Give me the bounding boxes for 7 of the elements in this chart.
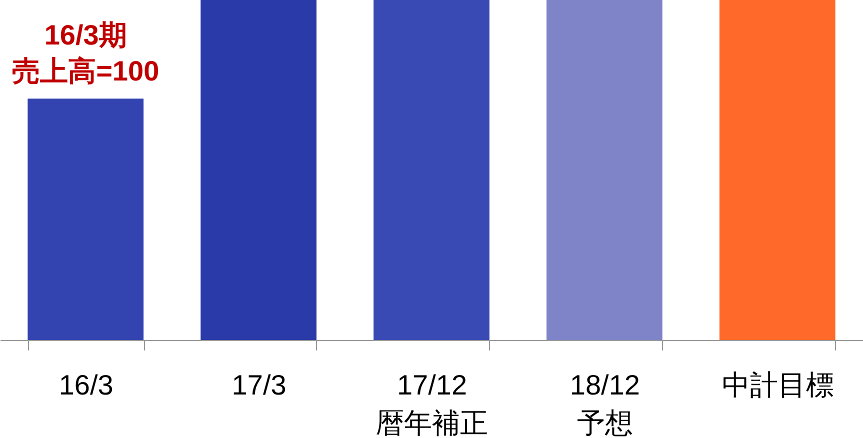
x-tick-label: 17/12 暦年補正 — [376, 370, 488, 438]
x-tick-label: 中計目標 — [722, 370, 834, 400]
x-tick-label: 16/3 — [58, 370, 114, 400]
annotation: 16/3期 — [44, 20, 127, 51]
annotation: 売上高=100 — [12, 56, 160, 87]
x-tick-label: 17/3 — [232, 370, 286, 400]
x-tick-label: 18/12 予想 — [570, 370, 640, 438]
